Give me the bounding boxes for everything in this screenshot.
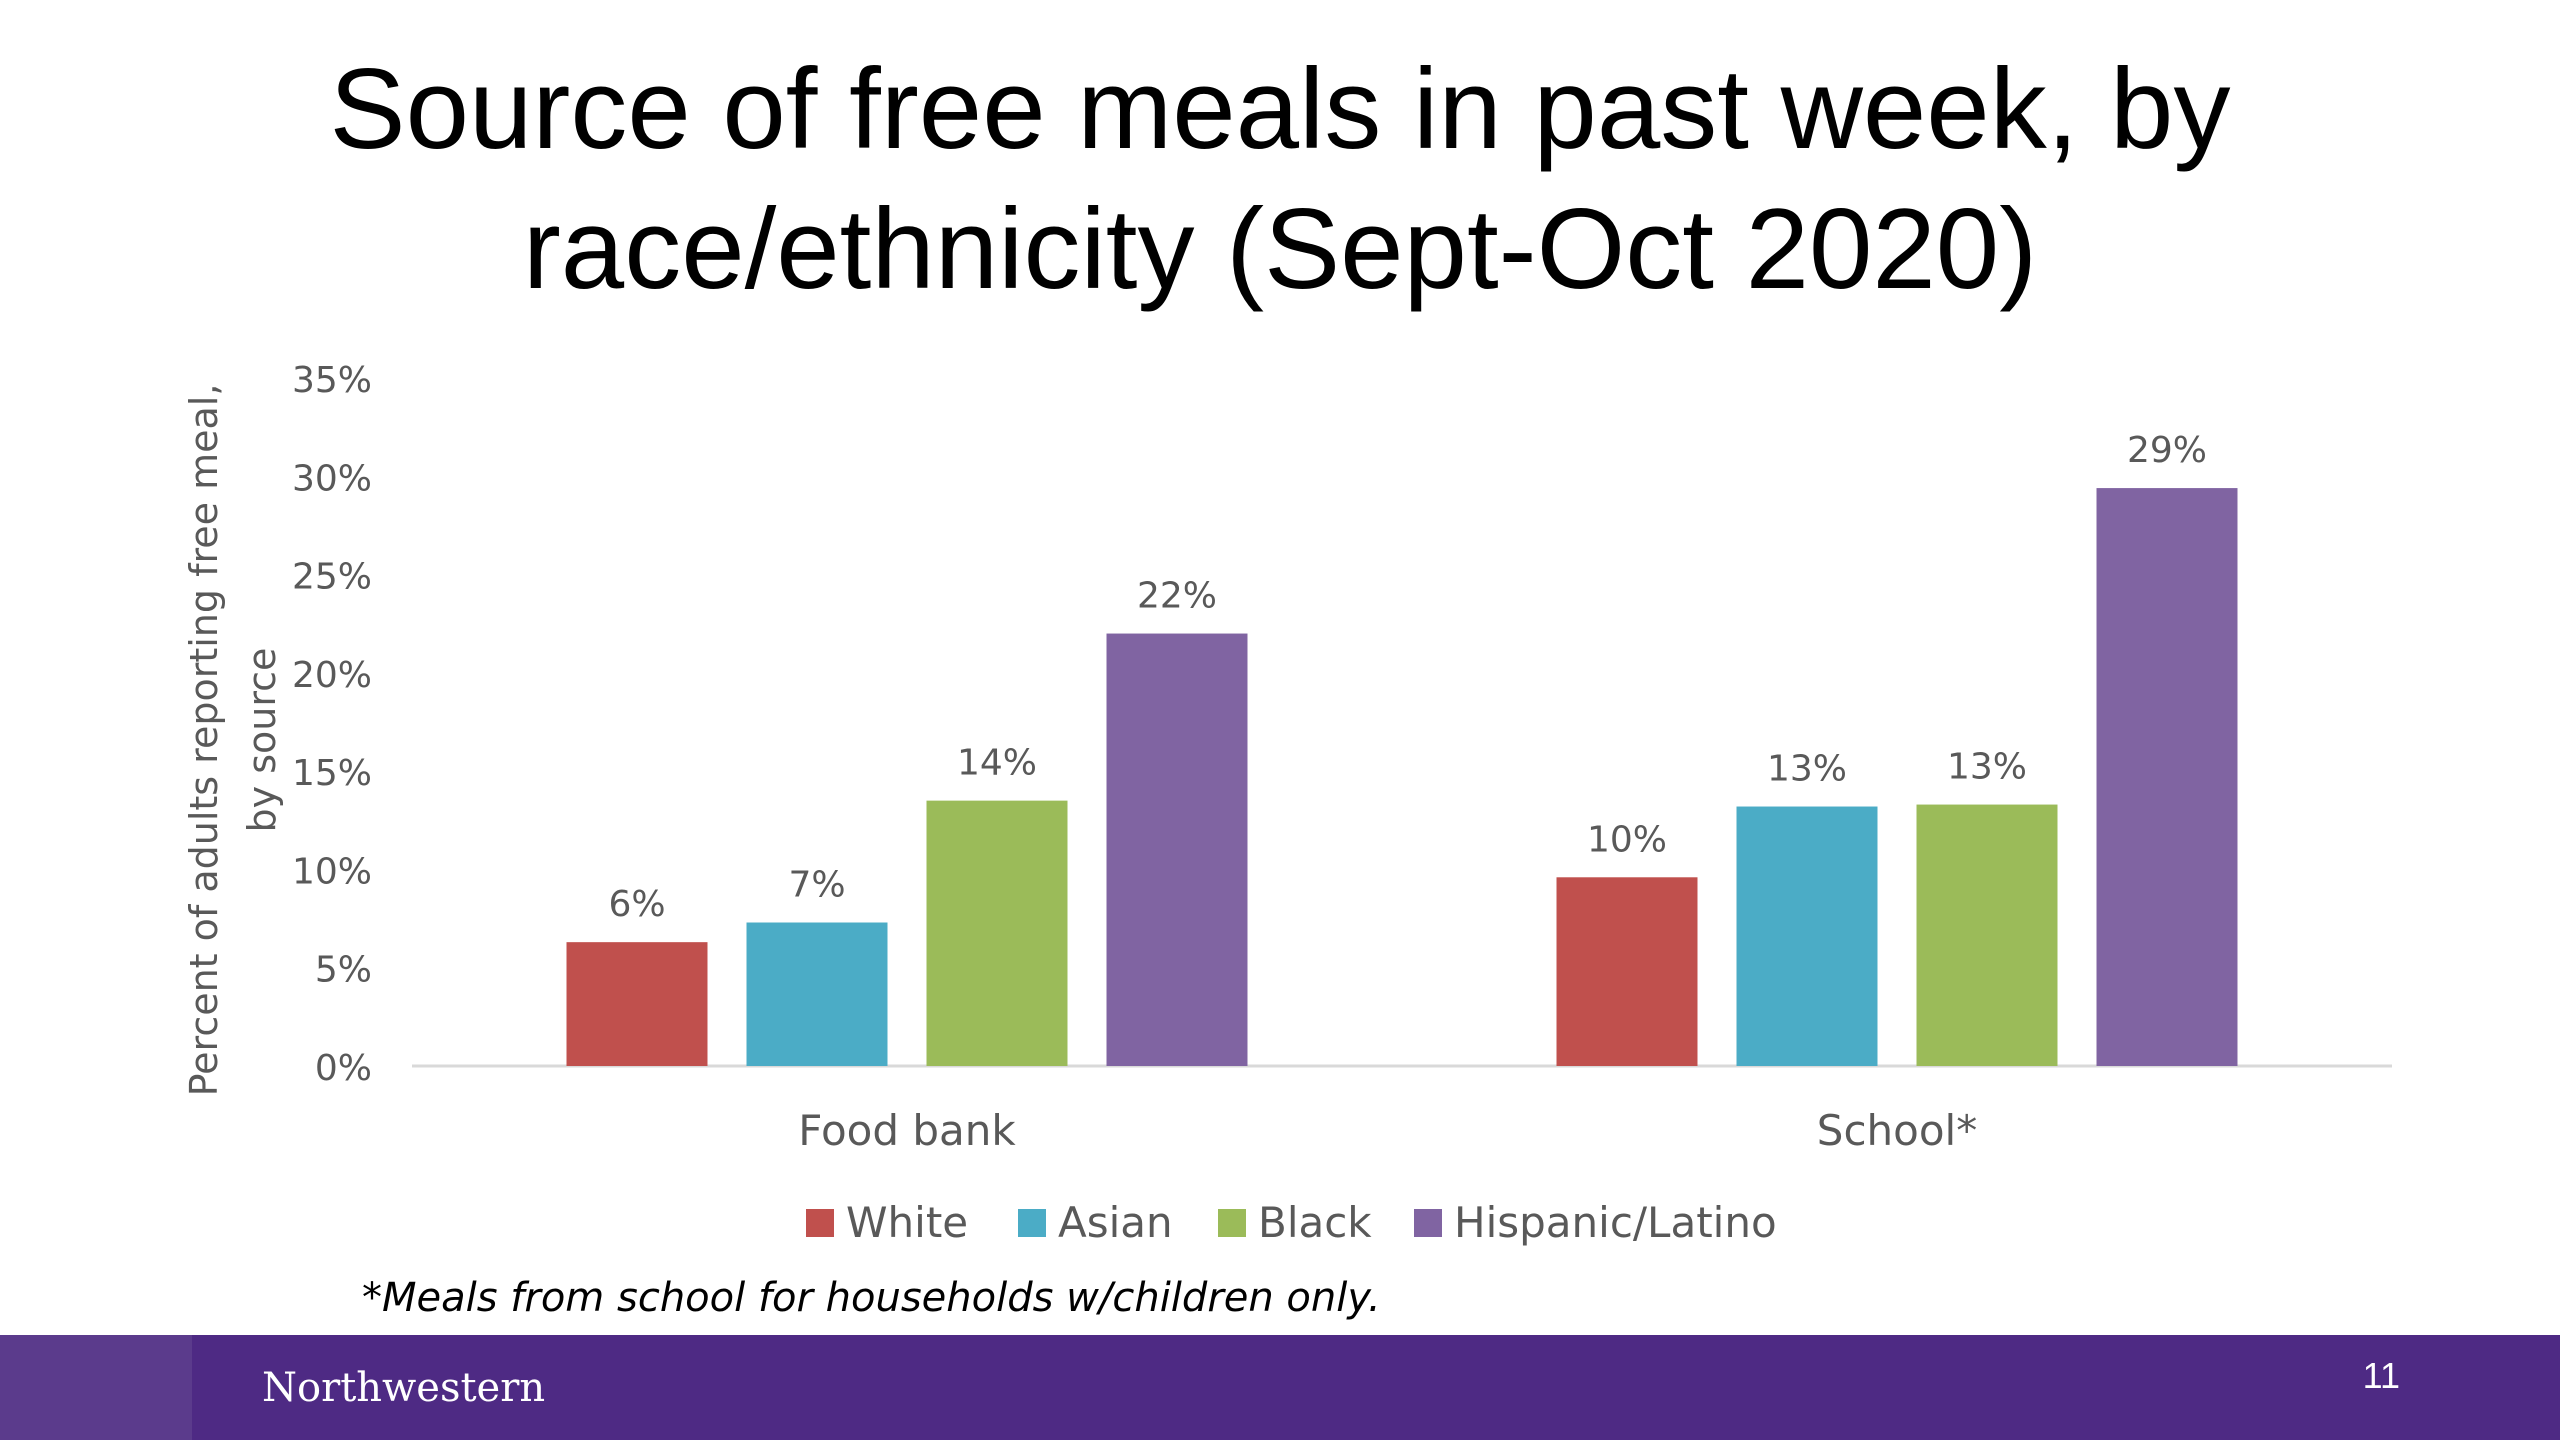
y-tick-label: 5% — [315, 950, 372, 991]
y-axis-ticks: 0% 5% 10% 15% 20% 25% 30% 35% — [292, 360, 372, 1089]
y-tick-label: 15% — [292, 753, 372, 794]
bar — [746, 922, 888, 1066]
slide-title-line-2: race/ethnicity (Sept-Oct 2020) — [522, 186, 2038, 313]
legend-swatch — [1414, 1209, 1442, 1237]
y-axis-title-line-2: by source — [240, 648, 284, 833]
bar-data-labels: 6% 7% 14% 22% 10% 13% 13% 29% — [608, 430, 2207, 925]
bar-data-label: 6% — [608, 884, 665, 925]
legend-label: Asian — [1058, 1198, 1173, 1247]
legend-label: Hispanic/Latino — [1454, 1198, 1777, 1247]
page-number: 11 — [2362, 1355, 2400, 1396]
footnote: *Meals from school for households w/chil… — [362, 1275, 1381, 1321]
x-category-label: Food bank — [798, 1106, 1016, 1155]
y-tick-label: 35% — [292, 360, 372, 401]
bar — [1916, 804, 2058, 1066]
bar — [926, 800, 1068, 1066]
x-axis-categories: Food bank School* — [798, 1106, 1977, 1155]
legend-label: Black — [1258, 1198, 1372, 1247]
y-tick-label: 20% — [292, 655, 372, 696]
bar — [2096, 488, 2238, 1067]
bar-data-label: 29% — [2127, 430, 2207, 471]
bar-data-label: 13% — [1947, 747, 2027, 788]
footer-bar: Northwestern 11 — [0, 1335, 2560, 1440]
bar-data-label: 13% — [1767, 749, 1847, 790]
bar-data-label: 10% — [1587, 819, 1667, 860]
northwestern-logo: Northwestern — [262, 1365, 546, 1411]
footer-accent-block — [0, 1335, 192, 1440]
bar — [1556, 877, 1698, 1066]
y-tick-label: 0% — [315, 1048, 372, 1089]
bars — [566, 488, 2238, 1067]
bar-data-label: 14% — [957, 743, 1037, 784]
bar — [566, 942, 708, 1066]
y-tick-label: 25% — [292, 557, 372, 598]
y-axis-title: Percent of adults reporting free meal, b… — [182, 384, 284, 1097]
legend-label: White — [846, 1198, 968, 1247]
bar — [1736, 806, 1878, 1066]
legend-swatch — [1018, 1209, 1046, 1237]
x-category-label: School* — [1817, 1106, 1977, 1155]
bar — [1106, 633, 1248, 1066]
legend-swatch — [1218, 1209, 1246, 1237]
y-tick-label: 30% — [292, 458, 372, 499]
bar-data-label: 7% — [788, 865, 845, 906]
y-axis-title-line-1: Percent of adults reporting free meal, — [182, 384, 226, 1097]
bar-data-label: 22% — [1137, 576, 1217, 617]
legend: White Asian Black Hispanic/Latino — [806, 1198, 1777, 1247]
slide-title-line-1: Source of free meals in past week, by — [329, 46, 2231, 173]
legend-swatch — [806, 1209, 834, 1237]
slide-title: Source of free meals in past week, by ra… — [0, 40, 2560, 320]
y-tick-label: 10% — [292, 851, 372, 892]
